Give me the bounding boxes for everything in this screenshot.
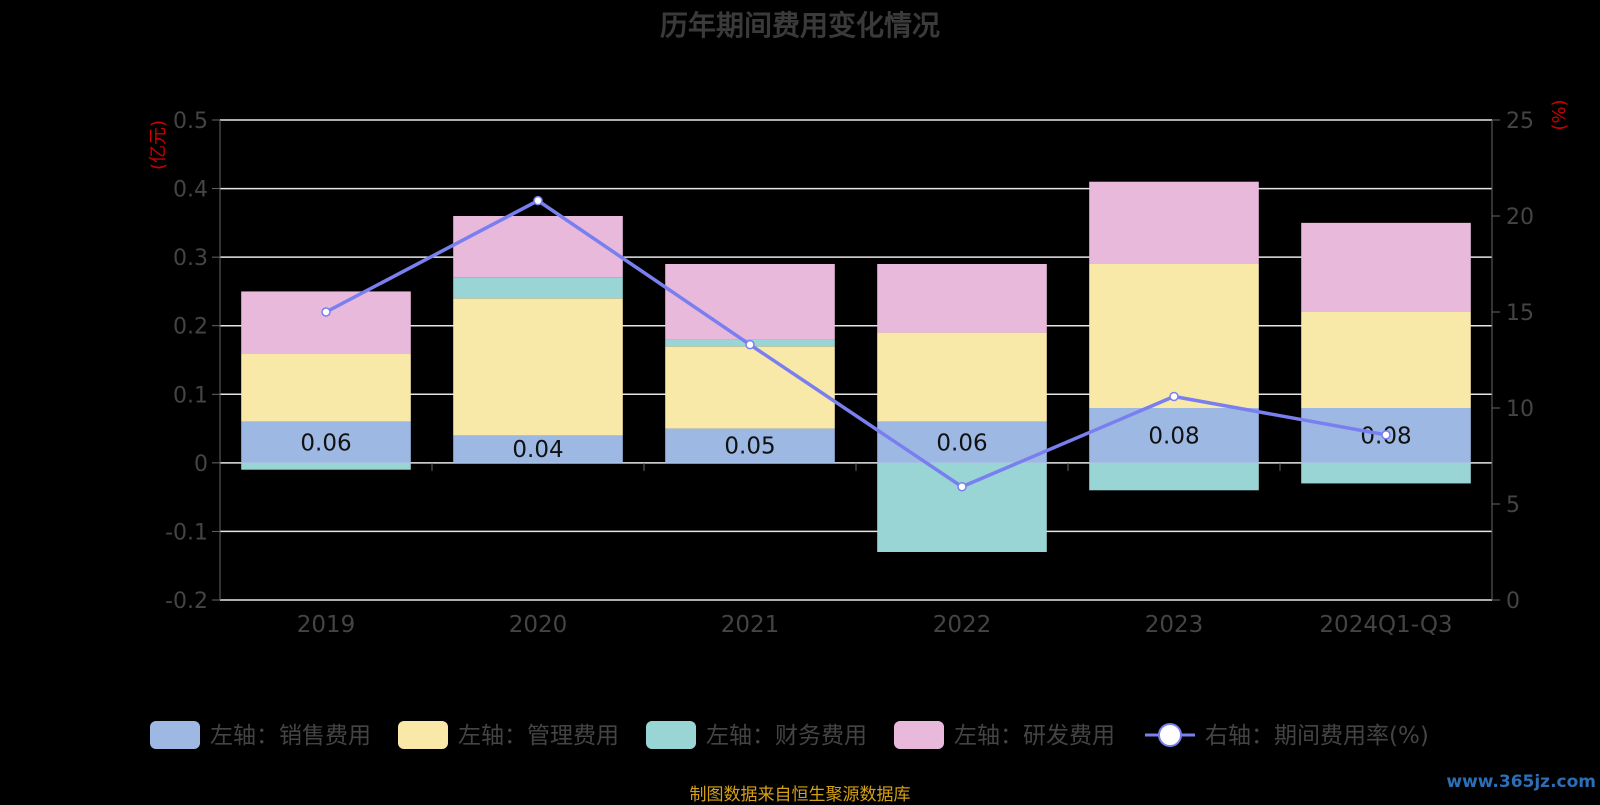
bar-segment	[241, 291, 411, 354]
bar-segment	[1089, 264, 1259, 408]
left-axis-tick-label: 0.5	[173, 109, 208, 134]
bar-segment	[1089, 408, 1259, 463]
bar-segment	[877, 264, 1047, 333]
right-axis-tick-label: 15	[1506, 301, 1534, 326]
rate-point	[1381, 430, 1391, 440]
data-label: 0.05	[724, 434, 775, 460]
legend-label: 左轴：管理费用	[458, 723, 619, 749]
bar-segment	[453, 216, 623, 278]
bar-segment	[665, 264, 835, 340]
legend-swatch	[150, 721, 200, 749]
bar-segment	[453, 435, 623, 463]
rate-point	[957, 481, 967, 492]
data-label: 0.08	[1148, 423, 1199, 449]
x-axis-tick-label: 2022	[933, 612, 992, 638]
legend-label: 左轴：财务费用	[706, 723, 867, 749]
right-axis-tick-label: 5	[1506, 493, 1520, 518]
x-axis-tick-label: 2023	[1145, 612, 1204, 638]
legend-marker	[1158, 723, 1182, 747]
legend-label: 左轴：研发费用	[954, 723, 1115, 749]
legend-swatch	[398, 721, 448, 749]
left-axis-tick-label: 0.2	[173, 315, 208, 340]
legend-label: 左轴：销售费用	[210, 723, 371, 749]
bar-segment	[1089, 181, 1259, 264]
rate-point	[745, 339, 755, 350]
left-axis-tick-label: 0.4	[173, 178, 208, 203]
data-label: 0.04	[512, 437, 563, 463]
x-axis-tick-label: 2020	[509, 612, 568, 638]
right-axis-tick-label: 10	[1506, 397, 1534, 422]
rate-line	[325, 198, 1387, 489]
watermark: www.365jz.com	[1446, 772, 1596, 792]
bar-segment	[241, 353, 411, 422]
x-axis-tick-label: 2019	[297, 612, 356, 638]
bar-segment	[1301, 462, 1471, 484]
bar-segment	[1089, 462, 1259, 491]
left-axis-tick-label: 0.3	[173, 246, 208, 271]
right-axis-title: (%)	[1549, 99, 1570, 130]
bar-segment	[1301, 222, 1471, 312]
right-axis-tick-label: 25	[1506, 109, 1534, 134]
bar-segment	[453, 277, 623, 299]
right-axis-tick-label: 20	[1506, 205, 1534, 230]
bar-segment	[453, 298, 623, 436]
x-axis-tick-label: 2024Q1-Q3	[1319, 612, 1452, 638]
legend-swatch	[646, 721, 696, 749]
left-axis-tick-label: -0.1	[165, 520, 208, 545]
bar-segment	[665, 428, 835, 463]
bar-segment	[241, 421, 411, 463]
bar-segment	[877, 421, 1047, 463]
legend-label: 右轴：期间费用率(%)	[1205, 723, 1429, 749]
bar-segment	[241, 462, 411, 470]
bar-segment	[877, 332, 1047, 422]
rate-point	[1169, 391, 1179, 402]
left-axis-tick-label: 0.1	[173, 383, 208, 408]
data-label: 0.06	[300, 430, 351, 456]
rate-point	[533, 195, 543, 206]
data-label: 0.06	[936, 430, 987, 456]
x-axis-tick-label: 2021	[721, 612, 780, 638]
chart-title: 历年期间费用变化情况	[659, 9, 940, 42]
left-axis-title: (亿元)	[148, 120, 169, 170]
right-axis-tick-label: 0	[1506, 589, 1520, 614]
left-axis-tick-label: 0	[194, 452, 208, 477]
left-axis-tick-label: -0.2	[165, 589, 208, 614]
bar-segment	[1301, 312, 1471, 408]
rate-point	[321, 307, 331, 317]
data-source-note: 制图数据来自恒生聚源数据库	[689, 785, 911, 805]
bar-segment	[877, 462, 1047, 552]
bar-segment	[665, 346, 835, 429]
legend-swatch	[894, 721, 944, 749]
